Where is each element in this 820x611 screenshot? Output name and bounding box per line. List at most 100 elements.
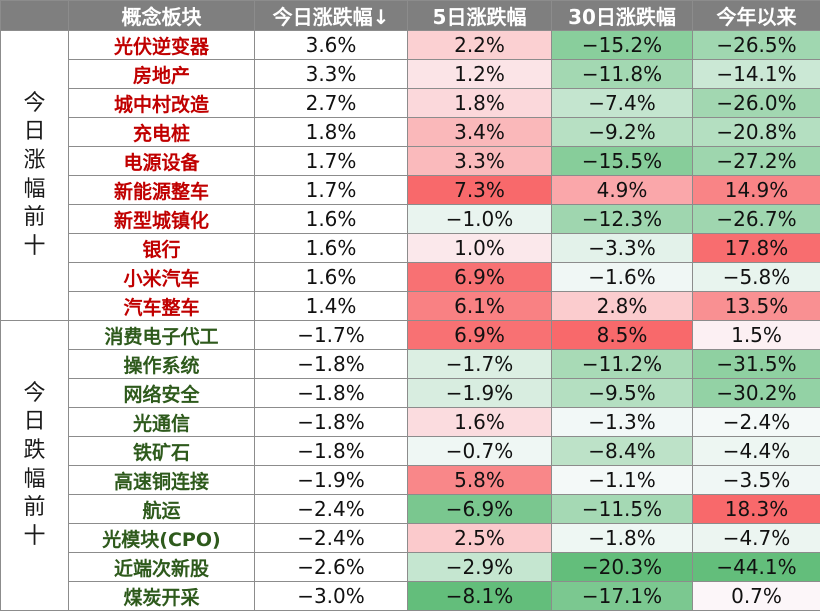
day-change-cell: 1.7% (255, 147, 408, 176)
sector-name[interactable]: 煤炭开采 (69, 582, 255, 611)
table-row: 近端次新股−2.6%−2.9%−20.3%−44.1% (1, 553, 820, 582)
col-header-ytd-change[interactable]: 今年以来 (693, 1, 820, 31)
30day-change-cell: −11.5% (552, 495, 693, 524)
5day-change-cell: −1.9% (408, 379, 552, 408)
sector-name[interactable]: 小米汽车 (69, 263, 255, 292)
table-row: 煤炭开采−3.0%−8.1%−17.1%0.7% (1, 582, 820, 611)
30day-change-cell: 8.5% (552, 321, 693, 350)
ytd-change-cell: 1.5% (693, 321, 820, 350)
ytd-change-cell: −2.4% (693, 408, 820, 437)
ytd-change-cell: −26.5% (693, 31, 820, 60)
table-row: 高速铜连接−1.9%5.8%−1.1%−3.5% (1, 466, 820, 495)
30day-change-cell: −1.3% (552, 408, 693, 437)
sector-name[interactable]: 新型城镇化 (69, 205, 255, 234)
section-label-top-losers: 今日跌幅前十 (1, 321, 69, 611)
sector-name[interactable]: 网络安全 (69, 379, 255, 408)
table-row: 航运−2.4%−6.9%−11.5%18.3% (1, 495, 820, 524)
day-change-cell: 2.7% (255, 89, 408, 118)
col-header-day-change[interactable]: 今日涨跌幅↓ (255, 1, 408, 31)
30day-change-cell: −1.6% (552, 263, 693, 292)
sector-name[interactable]: 电源设备 (69, 147, 255, 176)
ytd-change-cell: −4.7% (693, 524, 820, 553)
30day-change-cell: −9.5% (552, 379, 693, 408)
ytd-change-cell: 18.3% (693, 495, 820, 524)
ytd-change-cell: −4.4% (693, 437, 820, 466)
5day-change-cell: 1.2% (408, 60, 552, 89)
sector-name[interactable]: 光通信 (69, 408, 255, 437)
30day-change-cell: 4.9% (552, 176, 693, 205)
30day-change-cell: −11.8% (552, 60, 693, 89)
ytd-change-cell: −14.1% (693, 60, 820, 89)
table-row: 光通信−1.8%1.6%−1.3%−2.4% (1, 408, 820, 437)
sector-name[interactable]: 消费电子代工 (69, 321, 255, 350)
day-change-cell: 1.8% (255, 118, 408, 147)
ytd-change-cell: −26.7% (693, 205, 820, 234)
30day-change-cell: −8.4% (552, 437, 693, 466)
5day-change-cell: −2.9% (408, 553, 552, 582)
day-change-cell: −2.6% (255, 553, 408, 582)
sector-name[interactable]: 光模块(CPO) (69, 524, 255, 553)
5day-change-cell: 6.9% (408, 263, 552, 292)
sector-name[interactable]: 近端次新股 (69, 553, 255, 582)
5day-change-cell: 2.2% (408, 31, 552, 60)
30day-change-cell: −15.2% (552, 31, 693, 60)
sector-name[interactable]: 高速铜连接 (69, 466, 255, 495)
sector-name[interactable]: 航运 (69, 495, 255, 524)
ytd-change-cell: 0.7% (693, 582, 820, 611)
ytd-change-cell: 17.8% (693, 234, 820, 263)
30day-change-cell: 2.8% (552, 292, 693, 321)
col-header-30day-change[interactable]: 30日涨跌幅 (552, 1, 693, 31)
table-row: 操作系统−1.8%−1.7%−11.2%−31.5% (1, 350, 820, 379)
ytd-change-cell: 13.5% (693, 292, 820, 321)
sector-name[interactable]: 银行 (69, 234, 255, 263)
day-change-cell: 1.6% (255, 263, 408, 292)
sector-name[interactable]: 新能源整车 (69, 176, 255, 205)
sector-name[interactable]: 汽车整车 (69, 292, 255, 321)
sector-name[interactable]: 光伏逆变器 (69, 31, 255, 60)
col-header-sector[interactable]: 概念板块 (69, 1, 255, 31)
day-change-cell: −1.7% (255, 321, 408, 350)
col-header-5day-change[interactable]: 5日涨跌幅 (408, 1, 552, 31)
30day-change-cell: −7.4% (552, 89, 693, 118)
sector-name[interactable]: 铁矿石 (69, 437, 255, 466)
table-row: 铁矿石−1.8%−0.7%−8.4%−4.4% (1, 437, 820, 466)
sector-name[interactable]: 操作系统 (69, 350, 255, 379)
sector-name[interactable]: 充电桩 (69, 118, 255, 147)
5day-change-cell: −0.7% (408, 437, 552, 466)
5day-change-cell: 3.3% (408, 147, 552, 176)
table-row: 今日跌幅前十消费电子代工−1.7%6.9%8.5%1.5% (1, 321, 820, 350)
day-change-cell: −1.8% (255, 437, 408, 466)
header-row: 概念板块 今日涨跌幅↓ 5日涨跌幅 30日涨跌幅 今年以来 (1, 1, 820, 31)
day-change-cell: 1.4% (255, 292, 408, 321)
day-change-cell: 3.6% (255, 31, 408, 60)
section-label-text: 今日跌幅前十 (23, 380, 47, 552)
day-change-cell: −1.8% (255, 408, 408, 437)
ytd-change-cell: −27.2% (693, 147, 820, 176)
table-row: 网络安全−1.8%−1.9%−9.5%−30.2% (1, 379, 820, 408)
sector-name[interactable]: 城中村改造 (69, 89, 255, 118)
day-change-cell: 1.6% (255, 205, 408, 234)
5day-change-cell: 1.0% (408, 234, 552, 263)
table-row: 光模块(CPO)−2.4%2.5%−1.8%−4.7% (1, 524, 820, 553)
5day-change-cell: 6.1% (408, 292, 552, 321)
5day-change-cell: 2.5% (408, 524, 552, 553)
corner-cell (1, 1, 69, 31)
5day-change-cell: −8.1% (408, 582, 552, 611)
30day-change-cell: −1.1% (552, 466, 693, 495)
day-change-cell: −1.8% (255, 350, 408, 379)
ytd-change-cell: −26.0% (693, 89, 820, 118)
sector-name[interactable]: 房地产 (69, 60, 255, 89)
30day-change-cell: −15.5% (552, 147, 693, 176)
5day-change-cell: −1.7% (408, 350, 552, 379)
day-change-cell: 1.7% (255, 176, 408, 205)
5day-change-cell: 1.6% (408, 408, 552, 437)
